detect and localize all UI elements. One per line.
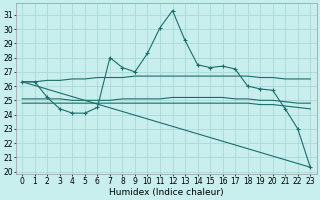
X-axis label: Humidex (Indice chaleur): Humidex (Indice chaleur): [109, 188, 224, 197]
